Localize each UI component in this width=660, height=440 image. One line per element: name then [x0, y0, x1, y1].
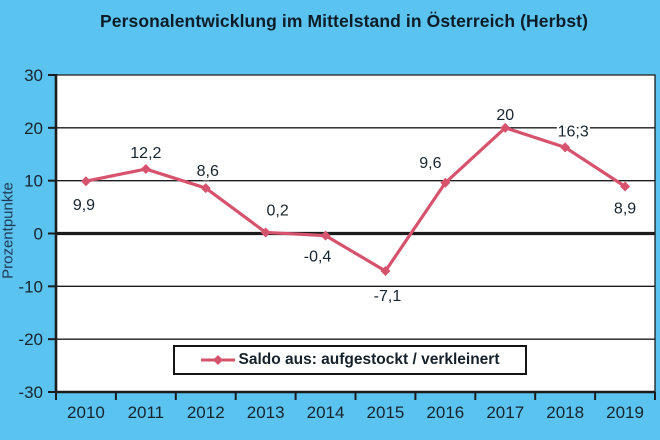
y-tick-label: -30: [18, 383, 43, 402]
data-label: 8,6: [197, 163, 219, 180]
x-tick-label: 2010: [67, 403, 105, 422]
x-tick-label: 2016: [426, 403, 464, 422]
legend: Saldo aus: aufgestockt / verkleinert: [173, 345, 527, 375]
data-point-marker: [500, 122, 511, 133]
y-tick-label: -10: [18, 277, 43, 296]
data-label: 20: [496, 107, 514, 124]
y-tick-label: 10: [24, 172, 43, 191]
data-label: -7,1: [374, 288, 402, 305]
data-label: 12,2: [130, 145, 161, 162]
data-point-marker: [440, 177, 451, 188]
series-line: [84, 126, 627, 273]
data-point-marker: [140, 164, 151, 175]
data-point-marker: [200, 183, 211, 194]
x-tick-label: 2018: [546, 403, 584, 422]
data-label: 16,3: [558, 123, 589, 140]
x-tick-label: 2019: [606, 403, 644, 422]
data-label: 0,2: [267, 202, 289, 219]
x-tick-label: 2017: [486, 403, 524, 422]
data-point-marker: [260, 227, 271, 238]
y-tick-label: 30: [24, 66, 43, 85]
legend-line-marker-icon: [201, 355, 236, 365]
y-tick-label: 20: [24, 119, 43, 138]
data-point-marker: [320, 230, 331, 241]
x-tick-label: 2015: [367, 403, 405, 422]
data-label: -0,4: [304, 249, 332, 266]
legend-label: Saldo aus: aufgestockt / verkleinert: [238, 351, 500, 368]
data-label: 9,9: [73, 197, 95, 214]
x-tick-label: 2014: [307, 403, 345, 422]
data-label: 8,9: [614, 200, 636, 217]
data-label: 9,6: [419, 155, 441, 172]
x-tick-label: 2013: [247, 403, 285, 422]
data-point-marker: [620, 181, 631, 192]
x-tick-label: 2012: [187, 403, 225, 422]
data-point-marker: [80, 176, 91, 187]
chart-title: Personalentwicklung im Mittelstand in Ös…: [99, 11, 589, 31]
data-point-marker: [560, 142, 571, 153]
y-tick-label: -20: [18, 330, 43, 349]
y-tick-label: 0: [34, 225, 43, 244]
data-point-marker: [380, 266, 391, 277]
x-tick-label: 2011: [128, 403, 165, 422]
